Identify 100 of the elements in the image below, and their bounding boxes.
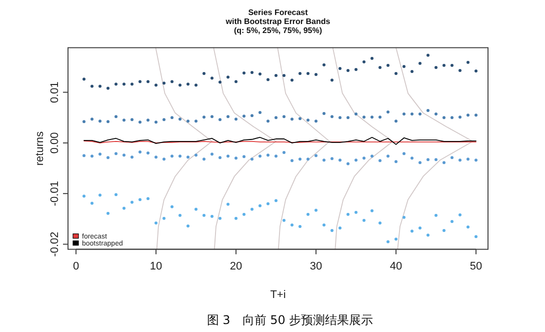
point <box>258 111 262 114</box>
caption: 图 3 向前 50 步预测结果展示 <box>206 313 374 327</box>
point <box>370 154 374 158</box>
point <box>122 118 126 122</box>
x-tick-label: 40 <box>390 260 402 272</box>
point <box>234 156 238 160</box>
point <box>138 80 142 84</box>
point <box>314 208 318 212</box>
point <box>378 66 382 69</box>
point <box>274 199 278 202</box>
point <box>474 70 478 72</box>
point <box>162 216 166 220</box>
point <box>426 158 430 162</box>
point <box>346 68 350 72</box>
point <box>170 80 174 84</box>
point <box>370 56 374 60</box>
point <box>354 158 358 162</box>
point <box>290 223 294 226</box>
point <box>354 68 358 71</box>
point <box>378 159 382 162</box>
chart-title: Series Forecast <box>248 8 308 17</box>
point <box>210 76 214 80</box>
point <box>170 116 174 120</box>
point <box>298 158 302 161</box>
x-tick-label: 10 <box>150 260 162 272</box>
point <box>274 154 278 158</box>
point <box>394 120 398 123</box>
point <box>218 156 222 160</box>
point <box>282 74 286 78</box>
point <box>386 240 390 244</box>
point <box>162 118 166 122</box>
point <box>154 84 158 87</box>
point <box>98 152 102 156</box>
point <box>474 114 478 117</box>
point <box>346 116 350 120</box>
point <box>298 117 302 120</box>
point <box>146 197 150 200</box>
point <box>90 84 94 88</box>
point <box>178 84 182 87</box>
point <box>106 86 110 90</box>
point <box>98 84 102 88</box>
point <box>362 156 366 160</box>
point <box>338 158 342 162</box>
point <box>330 157 334 160</box>
point <box>378 116 382 119</box>
point <box>186 156 190 159</box>
point <box>274 116 278 120</box>
point <box>290 118 294 121</box>
point <box>82 194 86 198</box>
point <box>442 64 446 67</box>
point <box>258 72 262 76</box>
point <box>178 214 182 217</box>
point <box>322 223 326 226</box>
point <box>282 115 286 118</box>
x-tick-label: 30 <box>310 260 322 272</box>
point <box>202 116 206 119</box>
point <box>154 120 158 124</box>
point <box>306 118 310 122</box>
x-tick-label: 0 <box>72 260 80 272</box>
point <box>210 214 214 218</box>
point <box>234 216 238 220</box>
y-tick-label: 0.01 <box>49 82 61 103</box>
point <box>242 155 246 158</box>
chart-subtitle: with Bootstrap Error Bands (q: 5%, 25%, 75%, 95%) <box>224 17 331 35</box>
point <box>186 224 190 228</box>
point <box>82 154 86 158</box>
point <box>130 118 134 122</box>
point <box>290 159 294 162</box>
point <box>418 62 422 65</box>
point <box>346 162 350 166</box>
point <box>394 238 398 241</box>
point <box>402 64 406 68</box>
point <box>418 112 422 116</box>
point <box>226 115 230 118</box>
point <box>146 80 150 84</box>
point <box>466 114 470 117</box>
point <box>194 84 198 87</box>
point <box>202 158 206 161</box>
point <box>290 78 294 82</box>
point <box>250 158 254 161</box>
point <box>106 156 110 160</box>
point <box>138 150 142 154</box>
x-tick-label: 20 <box>230 260 242 272</box>
point <box>338 116 342 120</box>
point <box>410 230 414 233</box>
y-tick-label: 0.00 <box>49 132 61 154</box>
point <box>450 156 454 160</box>
point <box>242 212 246 216</box>
point <box>282 218 286 222</box>
line-series <box>396 47 474 250</box>
y-axis-title: returns <box>34 130 46 166</box>
point <box>418 226 422 230</box>
point <box>186 120 190 123</box>
point <box>154 221 158 224</box>
point <box>170 205 174 208</box>
point <box>250 71 254 74</box>
point <box>154 156 158 159</box>
point <box>378 221 382 224</box>
point <box>402 112 406 116</box>
point <box>322 158 326 162</box>
